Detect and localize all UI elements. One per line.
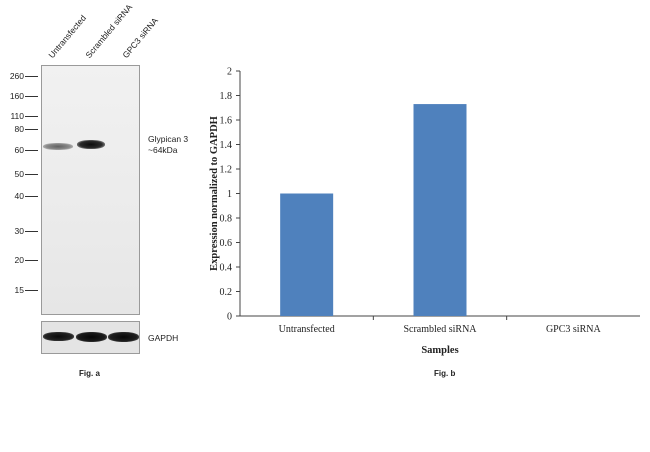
western-blot-panel: Untransfected Scrambled siRNA GPC3 siRNA… bbox=[0, 0, 230, 400]
mw-label-30: 30 bbox=[14, 226, 24, 236]
gapdh-band-scrambled bbox=[76, 332, 107, 342]
mw-label-20: 20 bbox=[14, 255, 24, 265]
mw-tick-80 bbox=[25, 129, 38, 130]
y-tick-label: 1.8 bbox=[220, 91, 233, 102]
mw-label-110: 110 bbox=[10, 111, 24, 121]
gapdh-membrane bbox=[41, 321, 140, 354]
mw-label-260: 260 bbox=[9, 71, 24, 81]
y-tick-label: 1.4 bbox=[220, 140, 233, 151]
x-tick-label: Scrambled siRNA bbox=[403, 324, 477, 335]
gapdh-band-gpc3 bbox=[108, 332, 139, 342]
y-tick-label: 1 bbox=[227, 189, 232, 200]
gapdh-band-untransfected bbox=[43, 332, 74, 341]
mw-label-40: 40 bbox=[14, 191, 24, 201]
y-tick-label: 0 bbox=[227, 312, 232, 323]
glypican3-band-scrambled bbox=[77, 140, 105, 149]
mw-tick-260 bbox=[25, 76, 38, 77]
mw-tick-50 bbox=[25, 174, 38, 175]
y-tick-label: 0.6 bbox=[220, 238, 233, 249]
y-tick-label: 0.4 bbox=[220, 263, 233, 274]
mw-tick-40 bbox=[25, 196, 38, 197]
x-axis-title: Samples bbox=[421, 345, 458, 356]
x-tick-label: GPC3 siRNA bbox=[546, 324, 602, 335]
fig-a-caption: Fig. a bbox=[79, 369, 100, 378]
glypican3-band-untransfected bbox=[43, 143, 73, 150]
y-tick-label: 0.2 bbox=[220, 287, 233, 298]
mw-tick-20 bbox=[25, 260, 38, 261]
blot-membrane bbox=[41, 65, 140, 315]
y-axis-title: Expression normalized to GAPDH bbox=[209, 116, 220, 271]
mw-label-80: 80 bbox=[14, 124, 24, 134]
glypican3-size-label: ~64kDa bbox=[148, 145, 178, 155]
bar bbox=[280, 193, 334, 316]
y-tick-label: 1.2 bbox=[220, 165, 233, 176]
x-tick-label: Untransfected bbox=[279, 324, 335, 335]
mw-tick-15 bbox=[25, 290, 38, 291]
fig-b-caption: Fig. b bbox=[434, 369, 456, 378]
mw-tick-110 bbox=[25, 116, 38, 117]
glypican3-label: Glypican 3 bbox=[148, 134, 189, 144]
gapdh-label: GAPDH bbox=[148, 333, 179, 343]
mw-label-50: 50 bbox=[14, 169, 24, 179]
y-tick-label: 0.8 bbox=[220, 214, 233, 225]
mw-tick-60 bbox=[25, 150, 38, 151]
y-tick-label: 2 bbox=[227, 67, 232, 78]
bar bbox=[413, 104, 467, 316]
mw-tick-160 bbox=[25, 96, 38, 97]
y-tick-label: 1.6 bbox=[220, 116, 233, 127]
mw-label-15: 15 bbox=[14, 285, 24, 295]
mw-label-160: 160 bbox=[9, 91, 24, 101]
mw-tick-30 bbox=[25, 231, 38, 232]
mw-label-60: 60 bbox=[14, 145, 24, 155]
